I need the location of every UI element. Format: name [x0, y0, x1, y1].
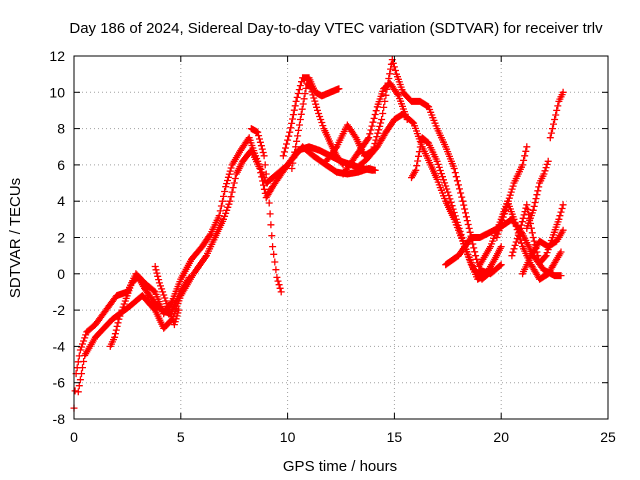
x-tick-label: 15 [387, 429, 403, 445]
y-tick-label: -4 [53, 338, 66, 354]
series-markers [493, 143, 531, 241]
y-tick-label: 12 [49, 48, 65, 64]
series-markers [279, 74, 343, 160]
series-markers [519, 226, 567, 278]
series-markers [106, 273, 193, 350]
series-markers [523, 157, 552, 232]
data-series [279, 74, 343, 160]
data-series [493, 143, 531, 241]
data-series [151, 263, 183, 329]
y-tick-label: 0 [57, 266, 65, 282]
data-series [322, 56, 505, 278]
data-series [70, 134, 377, 412]
data-series [339, 79, 411, 178]
data-series [106, 273, 193, 350]
y-tick-label: -2 [53, 302, 66, 318]
data-series [247, 125, 285, 296]
series-markers [70, 134, 377, 412]
y-axis-title: SDTVAR / TECUs [7, 178, 24, 298]
series-markers [151, 263, 183, 329]
data-series [546, 88, 567, 142]
data-series [519, 226, 567, 278]
series-markers [322, 56, 505, 278]
data-series [523, 157, 552, 232]
y-tick-label: -8 [53, 411, 66, 427]
x-tick-label: 20 [493, 429, 509, 445]
data-series [288, 79, 347, 172]
x-tick-label: 5 [177, 429, 185, 445]
axis-ticks: 0 5 10 15 20 25 -8 -6 -4 -2 0 2 4 6 8 10 12 [49, 48, 616, 445]
y-tick-label: 6 [57, 157, 65, 173]
chart-title: Day 186 of 2024, Sidereal Day-to-day VTE… [69, 20, 603, 37]
x-tick-label: 25 [600, 429, 616, 445]
series-markers [288, 79, 347, 172]
grid [74, 56, 608, 419]
series-markers [339, 79, 411, 178]
y-tick-label: -6 [53, 375, 66, 391]
x-tick-label: 0 [70, 429, 78, 445]
y-tick-label: 2 [57, 230, 65, 246]
series-markers [247, 125, 285, 296]
y-tick-label: 4 [57, 193, 65, 209]
y-tick-label: 8 [57, 121, 65, 137]
x-axis-title: GPS time / hours [283, 458, 397, 475]
series-markers [546, 88, 567, 142]
x-tick-label: 10 [280, 429, 296, 445]
data-points [70, 56, 567, 412]
y-tick-label: 10 [49, 84, 65, 100]
